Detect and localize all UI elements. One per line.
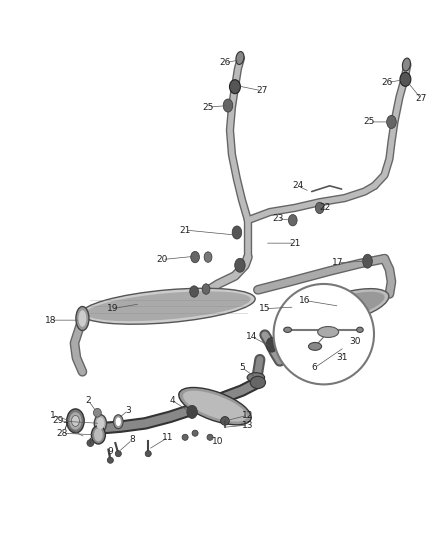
Text: 6: 6: [312, 363, 318, 372]
Ellipse shape: [400, 72, 411, 86]
Ellipse shape: [204, 252, 212, 262]
Ellipse shape: [190, 286, 198, 297]
Text: 25: 25: [364, 117, 375, 126]
Text: 5: 5: [239, 363, 245, 372]
Text: 26: 26: [219, 59, 231, 68]
Ellipse shape: [266, 337, 278, 352]
Text: 15: 15: [259, 304, 271, 313]
Ellipse shape: [92, 426, 106, 444]
Ellipse shape: [235, 259, 245, 272]
Circle shape: [115, 450, 121, 457]
Ellipse shape: [306, 289, 389, 324]
Ellipse shape: [311, 292, 385, 321]
Ellipse shape: [247, 373, 265, 382]
Ellipse shape: [94, 415, 106, 432]
Text: 9: 9: [107, 447, 113, 456]
Text: 24: 24: [292, 181, 304, 190]
Text: 10: 10: [212, 437, 224, 446]
Text: 29: 29: [53, 416, 64, 425]
Ellipse shape: [85, 292, 251, 321]
Text: 16: 16: [299, 296, 311, 305]
Circle shape: [87, 440, 94, 447]
Ellipse shape: [363, 254, 372, 268]
Ellipse shape: [69, 412, 81, 430]
Ellipse shape: [230, 80, 240, 94]
Circle shape: [145, 450, 151, 457]
Ellipse shape: [250, 376, 265, 389]
Text: 22: 22: [319, 204, 330, 213]
Ellipse shape: [403, 58, 410, 71]
Text: 1: 1: [49, 411, 55, 419]
Ellipse shape: [284, 327, 292, 333]
Text: 19: 19: [106, 304, 118, 313]
Circle shape: [207, 434, 213, 440]
Ellipse shape: [93, 408, 101, 417]
Circle shape: [182, 434, 188, 440]
Text: 20: 20: [156, 255, 168, 264]
Text: 14: 14: [246, 332, 258, 341]
Ellipse shape: [293, 300, 303, 312]
Ellipse shape: [179, 387, 251, 425]
Ellipse shape: [81, 288, 255, 324]
Ellipse shape: [113, 415, 123, 429]
Text: 30: 30: [349, 337, 360, 346]
Ellipse shape: [232, 226, 242, 239]
Ellipse shape: [318, 327, 339, 337]
Ellipse shape: [187, 406, 198, 418]
Text: 2: 2: [85, 396, 91, 405]
Ellipse shape: [236, 52, 244, 64]
Text: 7: 7: [63, 422, 68, 431]
Text: 25: 25: [202, 103, 214, 112]
Ellipse shape: [202, 284, 210, 294]
Text: 31: 31: [336, 353, 347, 362]
Circle shape: [107, 457, 113, 463]
Ellipse shape: [76, 306, 89, 330]
Text: 26: 26: [382, 78, 393, 87]
Ellipse shape: [357, 327, 363, 333]
Ellipse shape: [116, 417, 121, 426]
Text: 11: 11: [162, 433, 174, 442]
Text: 4: 4: [170, 396, 175, 405]
Text: 18: 18: [45, 316, 57, 325]
Ellipse shape: [223, 99, 233, 112]
Ellipse shape: [96, 417, 104, 430]
Text: 28: 28: [57, 429, 68, 438]
Text: 8: 8: [129, 435, 135, 444]
Ellipse shape: [94, 429, 103, 441]
Text: 3: 3: [125, 406, 131, 415]
Circle shape: [274, 284, 374, 384]
Ellipse shape: [183, 391, 247, 422]
Text: 21: 21: [289, 239, 300, 248]
Text: 27: 27: [416, 94, 427, 103]
Text: 12: 12: [242, 411, 254, 419]
Ellipse shape: [288, 215, 297, 226]
Ellipse shape: [315, 202, 324, 214]
Ellipse shape: [71, 415, 79, 426]
Ellipse shape: [78, 310, 86, 327]
Circle shape: [192, 430, 198, 436]
Text: 17: 17: [332, 259, 343, 268]
Circle shape: [221, 417, 230, 425]
Text: 13: 13: [242, 421, 254, 430]
Text: 27: 27: [256, 86, 268, 95]
Ellipse shape: [67, 409, 84, 433]
Ellipse shape: [191, 252, 199, 263]
Ellipse shape: [387, 115, 396, 128]
Ellipse shape: [308, 343, 321, 350]
Text: 21: 21: [180, 225, 191, 235]
Text: 23: 23: [272, 214, 283, 223]
